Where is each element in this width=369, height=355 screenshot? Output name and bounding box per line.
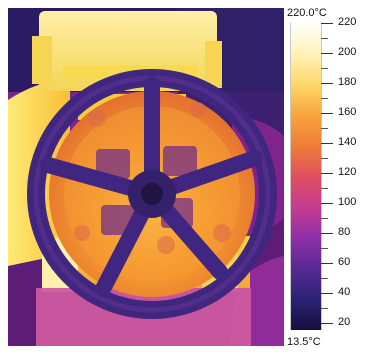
scale-ticks: 220 200 180 160 140 120	[321, 17, 359, 330]
thermal-image	[8, 8, 284, 346]
scale-gradient	[290, 23, 322, 330]
scale-max-label: 220.0°C	[287, 7, 327, 19]
scale-min-label: 13.5°C	[287, 336, 321, 348]
thermal-scene	[8, 8, 284, 346]
temperature-scale: 220.0°C 220 200 180 160 140	[287, 8, 361, 348]
